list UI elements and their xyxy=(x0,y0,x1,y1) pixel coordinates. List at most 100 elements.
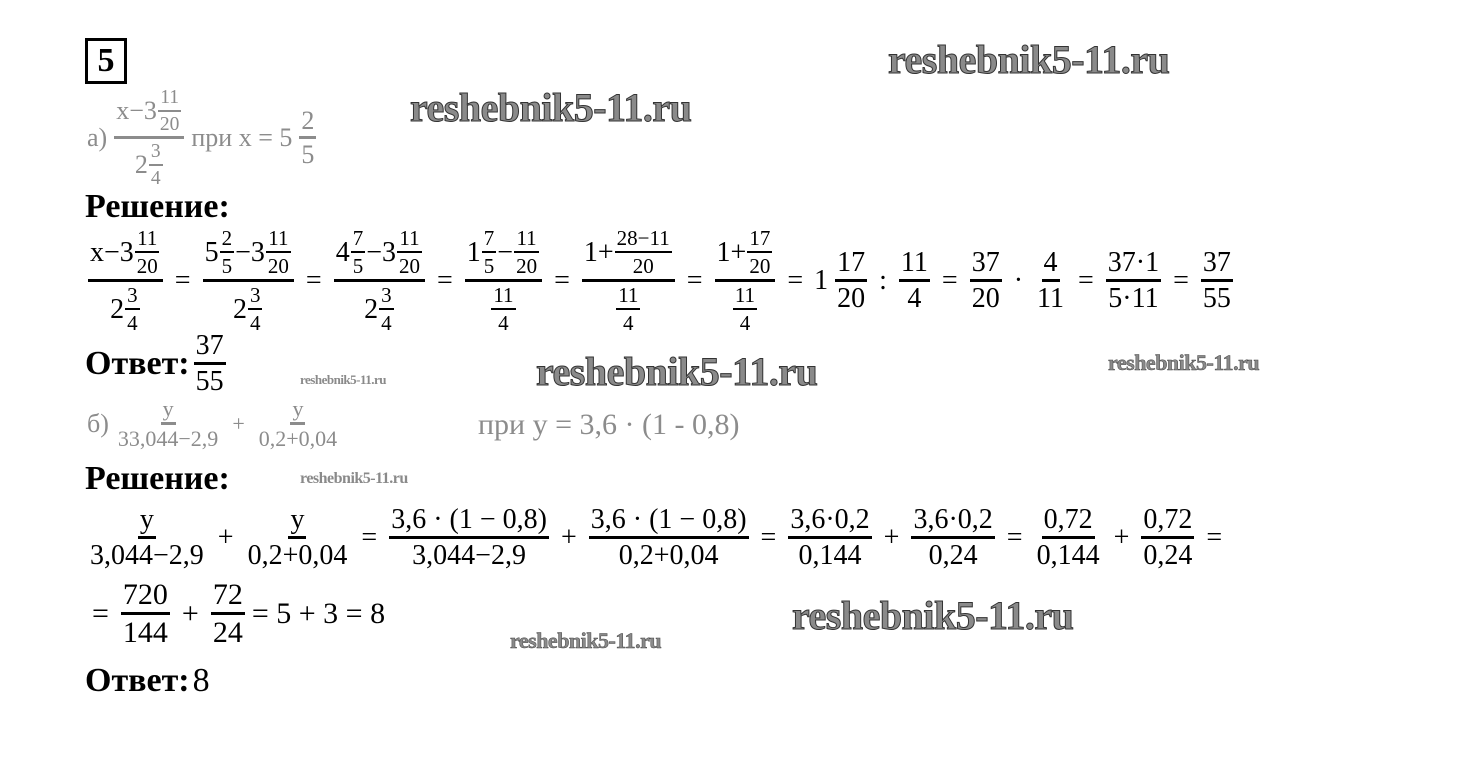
numerator: 17 xyxy=(835,249,868,282)
denominator: 5·11 xyxy=(1106,282,1160,313)
fraction: 3,6·0,2 0,144 xyxy=(788,504,872,571)
task-a-solution: x−3 11 20 2 3 4 = 5 2 5 −3 11 20 2 3 4 = 4 7 5 −3 11 20 2 3 4 = 1 7 5… xyxy=(84,228,1237,334)
math-text: 4 xyxy=(249,311,261,335)
task-b-answer: Ответ: 8 xyxy=(85,662,213,700)
math-text: 17 xyxy=(749,226,771,250)
math-text: + xyxy=(217,522,234,553)
math-text: 0,144 xyxy=(798,540,862,571)
math-text: 37 xyxy=(971,247,1000,278)
math-text: 3,6 · (1 − 0,8) xyxy=(391,504,547,535)
numerator: 3,6 · (1 − 0,8) xyxy=(389,506,549,539)
math-text: 3 xyxy=(150,141,161,162)
math-text: 3,6 · (1 − 0,8) xyxy=(590,504,747,535)
fraction: 72 24 xyxy=(210,580,245,648)
numerator: 1+ 28−11 20 xyxy=(581,226,675,282)
fraction: 5 2 5 −3 11 20 2 3 4 xyxy=(202,228,294,335)
numerator: 4 xyxy=(1041,247,1060,282)
denominator: 4 xyxy=(125,310,140,334)
math-text: x−3 xyxy=(90,236,134,268)
math-text: 4 xyxy=(623,311,634,335)
math-text: 11 xyxy=(493,283,514,307)
math-expression: = 720 144 +72 24 = 5 + 3 = 8 xyxy=(84,580,388,648)
math-text: 3,6·0,2 xyxy=(790,504,870,535)
math-text: 5 xyxy=(483,254,495,278)
fraction: 1+ 28−11 20 11 4 xyxy=(581,226,675,335)
math-text: y xyxy=(162,396,174,421)
math-text: 4 xyxy=(498,311,509,335)
numerator: 17 xyxy=(747,226,773,253)
denominator: 24 xyxy=(211,615,245,648)
math-text: 3 xyxy=(381,283,392,307)
numerator: 11 xyxy=(158,88,182,112)
answer-value: 8 xyxy=(192,662,210,699)
numerator: 7 xyxy=(481,228,497,253)
math-text: 28−11 xyxy=(616,226,670,250)
numerator: 1 7 5−11 20 xyxy=(464,228,543,282)
math-text: + xyxy=(560,522,577,553)
math-expression: y 3,044−2,9 + y 0,2+0,04 = 3,6 · (1 − 0,8) 3,04… xyxy=(84,506,1230,570)
fraction: 11 4 xyxy=(732,285,758,334)
denominator: 5 xyxy=(482,253,497,277)
fraction: 11 20 xyxy=(397,228,422,277)
math-text: : xyxy=(879,265,887,296)
math-text: 3 xyxy=(249,283,261,307)
fraction: y 33,044−2,9 xyxy=(116,398,220,450)
math-text: 4 xyxy=(1043,247,1058,278)
fraction: 0,72 0,24 xyxy=(1141,504,1195,570)
math-text: −3 xyxy=(366,236,396,268)
numerator: 28−11 xyxy=(614,226,672,253)
math-text: 2 xyxy=(301,106,315,135)
math-text: = xyxy=(787,265,804,296)
denominator: 11 4 xyxy=(730,282,760,334)
numerator: y xyxy=(288,506,307,539)
fraction: 11 20 xyxy=(135,228,160,277)
math-text: 37·1 xyxy=(1107,247,1160,278)
fraction: 11 20 xyxy=(514,228,539,277)
math-text: 3,044−2,9 xyxy=(412,540,526,571)
math-text: 3 xyxy=(127,283,138,307)
math-text: 11 xyxy=(1037,283,1064,314)
fraction: 1+ 17 20 11 4 xyxy=(714,226,776,334)
math-text: 0,72 xyxy=(1143,504,1193,535)
fraction: 37 55 xyxy=(1200,249,1233,314)
numerator: 720 xyxy=(120,578,170,615)
math-text: 20 xyxy=(136,254,158,278)
fraction: 17 20 xyxy=(747,226,773,277)
math-text: 0,2+0,04 xyxy=(258,426,338,451)
numerator: 11 xyxy=(732,285,758,310)
watermark: reshebnik5-11.ru xyxy=(791,593,1074,639)
fraction: 4 11 xyxy=(1035,249,1066,313)
math-text: 720 xyxy=(122,578,168,611)
answer-label-b: Ответ: xyxy=(85,662,190,699)
math-text: 37 xyxy=(195,330,224,361)
numerator: 37 xyxy=(193,330,226,365)
fraction: y 0,2+0,04 xyxy=(246,506,350,570)
math-text: 1 xyxy=(466,236,481,268)
fraction: 1 7 5−11 20 11 4 xyxy=(464,228,543,335)
math-expression: y 33,044−2,9 + y 0,2+0,04 xyxy=(112,398,343,450)
math-text: = xyxy=(554,265,570,296)
watermark: reshebnik5-11.ru xyxy=(409,85,692,131)
math-text: 20 xyxy=(159,113,180,135)
task-b-problem: б) y 33,044−2,9 + y 0,2+0,04 xyxy=(84,398,343,450)
task-a-label: а) xyxy=(87,123,108,152)
math-text: = xyxy=(92,597,109,630)
denominator: 0,24 xyxy=(1141,539,1194,570)
math-text: = xyxy=(941,265,958,296)
denominator: 20 xyxy=(397,253,422,277)
numerator: 7 xyxy=(350,228,366,253)
watermark: reshebnik5-11.ru xyxy=(535,349,818,395)
denominator: 4 xyxy=(905,282,923,313)
numerator: 11 xyxy=(616,285,641,310)
math-text: 144 xyxy=(122,616,168,649)
math-text: 55 xyxy=(1202,283,1231,314)
math-text: = xyxy=(1206,522,1223,553)
math-text: 0,24 xyxy=(1143,540,1193,571)
